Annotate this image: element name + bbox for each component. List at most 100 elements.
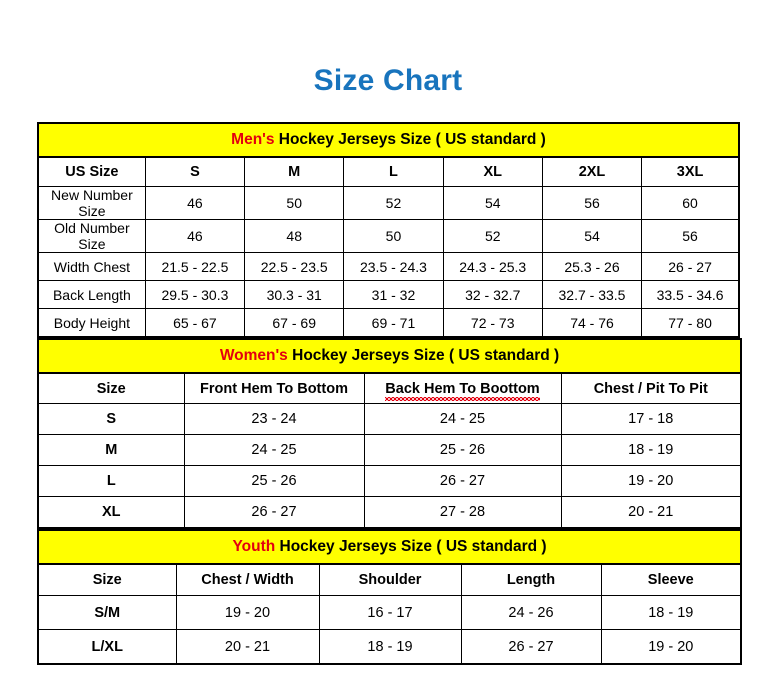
mens-col-header: 2XL: [541, 156, 643, 187]
mens-section-banner: Men's Hockey Jerseys Size ( US standard …: [37, 122, 740, 158]
womens-banner-cell: Women's Hockey Jerseys Size ( US standar…: [37, 338, 742, 374]
table-cell: 60: [641, 186, 740, 220]
table-cell: 32.7 - 33.5: [541, 280, 643, 309]
womens-size-table: Women's Hockey Jerseys Size ( US standar…: [37, 338, 742, 529]
table-cell: 20 - 21: [175, 629, 320, 665]
table-cell: 52: [442, 219, 543, 253]
youth-col-header: Shoulder: [318, 563, 462, 596]
table-row: M 24 - 25 25 - 26 18 - 19: [37, 434, 742, 466]
table-cell: 19 - 20: [600, 629, 742, 665]
womens-banner-rest: Hockey Jerseys Size ( US standard ): [287, 347, 560, 364]
mens-banner-cell: Men's Hockey Jerseys Size ( US standard …: [37, 122, 740, 158]
youth-col-header: Size: [37, 563, 177, 596]
table-cell: 46: [144, 186, 246, 220]
womens-col-header: Front Hem To Bottom: [183, 372, 365, 404]
youth-section-banner: Youth Hockey Jerseys Size ( US standard …: [36, 529, 743, 565]
table-cell: 31 - 32: [343, 280, 444, 309]
table-cell: 22.5 - 23.5: [244, 252, 345, 281]
table-cell: 17 - 18: [560, 403, 742, 435]
table-row: Old Number Size 46 48 50 52 54 56: [37, 219, 740, 253]
table-cell: 72 - 73: [442, 308, 543, 338]
table-row: S 23 - 24 24 - 25 17 - 18: [37, 403, 742, 435]
mens-banner-rest: Hockey Jerseys Size ( US standard ): [274, 131, 546, 148]
table-cell: 21.5 - 22.5: [144, 252, 246, 281]
youth-col-header: Length: [460, 563, 602, 596]
row-label: New Number Size: [37, 186, 146, 220]
table-cell: 48: [244, 219, 345, 253]
row-label: XL: [37, 496, 185, 529]
table-cell: 27 - 28: [363, 496, 562, 529]
youth-banner-cell: Youth Hockey Jerseys Size ( US standard …: [36, 529, 743, 565]
row-label: S: [37, 403, 185, 435]
youth-banner-highlight: Youth: [232, 538, 276, 555]
table-cell: 18 - 19: [318, 629, 462, 665]
table-cell: 33.5 - 34.6: [641, 280, 740, 309]
size-tables-container: Men's Hockey Jerseys Size ( US standard …: [36, 122, 743, 665]
youth-banner-rest: Hockey Jerseys Size ( US standard ): [275, 538, 547, 555]
table-cell: 67 - 69: [244, 308, 345, 338]
table-cell: 16 - 17: [318, 595, 462, 630]
table-cell: 23 - 24: [183, 403, 365, 435]
table-row: L/XL 20 - 21 18 - 19 26 - 27 19 - 20: [37, 629, 742, 665]
womens-col-header: Chest / Pit To Pit: [560, 372, 742, 404]
womens-col-header: Size: [37, 372, 185, 404]
table-cell: 56: [541, 186, 643, 220]
table-cell: 52: [343, 186, 444, 220]
row-label: M: [37, 434, 185, 466]
table-row: L 25 - 26 26 - 27 19 - 20: [37, 465, 742, 497]
misspelled-word: Back Hem To Boottom: [385, 380, 541, 401]
table-cell: 46: [144, 219, 246, 253]
table-cell: 26 - 27: [460, 629, 602, 665]
table-cell: 32 - 32.7: [442, 280, 543, 309]
row-label: L: [37, 465, 185, 497]
table-cell: 24 - 26: [460, 595, 602, 630]
womens-col-header-typo: Back Hem To Boottom: [363, 372, 562, 404]
table-cell: 26 - 27: [363, 465, 562, 497]
page-title: Size Chart: [313, 64, 463, 97]
table-cell: 24 - 25: [363, 403, 562, 435]
table-cell: 30.3 - 31: [244, 280, 345, 309]
table-cell: 25 - 26: [363, 434, 562, 466]
table-row: XL 26 - 27 27 - 28 20 - 21: [37, 496, 742, 529]
row-label: L/XL: [37, 629, 177, 665]
youth-header-row: Size Chest / Width Shoulder Length Sleev…: [37, 563, 742, 596]
youth-col-header: Sleeve: [600, 563, 742, 596]
youth-size-table: Youth Hockey Jerseys Size ( US standard …: [36, 529, 743, 665]
table-cell: 50: [343, 219, 444, 253]
table-cell: 24.3 - 25.3: [442, 252, 543, 281]
table-cell: 18 - 19: [600, 595, 742, 630]
table-cell: 19 - 20: [175, 595, 320, 630]
row-label: S/M: [37, 595, 177, 630]
mens-col-header: 3XL: [641, 156, 740, 187]
table-cell: 65 - 67: [144, 308, 246, 338]
womens-section-banner: Women's Hockey Jerseys Size ( US standar…: [37, 338, 742, 374]
table-cell: 25 - 26: [183, 465, 365, 497]
table-row: Body Height 65 - 67 67 - 69 69 - 71 72 -…: [37, 308, 740, 338]
table-cell: 25.3 - 26: [541, 252, 643, 281]
table-cell: 54: [442, 186, 543, 220]
table-cell: 74 - 76: [541, 308, 643, 338]
table-row: S/M 19 - 20 16 - 17 24 - 26 18 - 19: [37, 595, 742, 630]
table-cell: 23.5 - 24.3: [343, 252, 444, 281]
table-cell: 26 - 27: [641, 252, 740, 281]
mens-col-header: XL: [442, 156, 543, 187]
table-cell: 26 - 27: [183, 496, 365, 529]
row-label: Body Height: [37, 308, 146, 338]
table-row: New Number Size 46 50 52 54 56 60: [37, 186, 740, 220]
table-cell: 18 - 19: [560, 434, 742, 466]
mens-col-header: S: [144, 156, 246, 187]
row-label: Width Chest: [37, 252, 146, 281]
mens-col-header: US Size: [37, 156, 146, 187]
row-label: Back Length: [37, 280, 146, 309]
table-cell: 54: [541, 219, 643, 253]
row-label: Old Number Size: [37, 219, 146, 253]
table-cell: 77 - 80: [641, 308, 740, 338]
youth-col-header: Chest / Width: [175, 563, 320, 596]
table-cell: 69 - 71: [343, 308, 444, 338]
mens-col-header: L: [343, 156, 444, 187]
mens-size-table: Men's Hockey Jerseys Size ( US standard …: [37, 122, 740, 338]
table-cell: 56: [641, 219, 740, 253]
table-cell: 19 - 20: [560, 465, 742, 497]
table-cell: 29.5 - 30.3: [144, 280, 246, 309]
